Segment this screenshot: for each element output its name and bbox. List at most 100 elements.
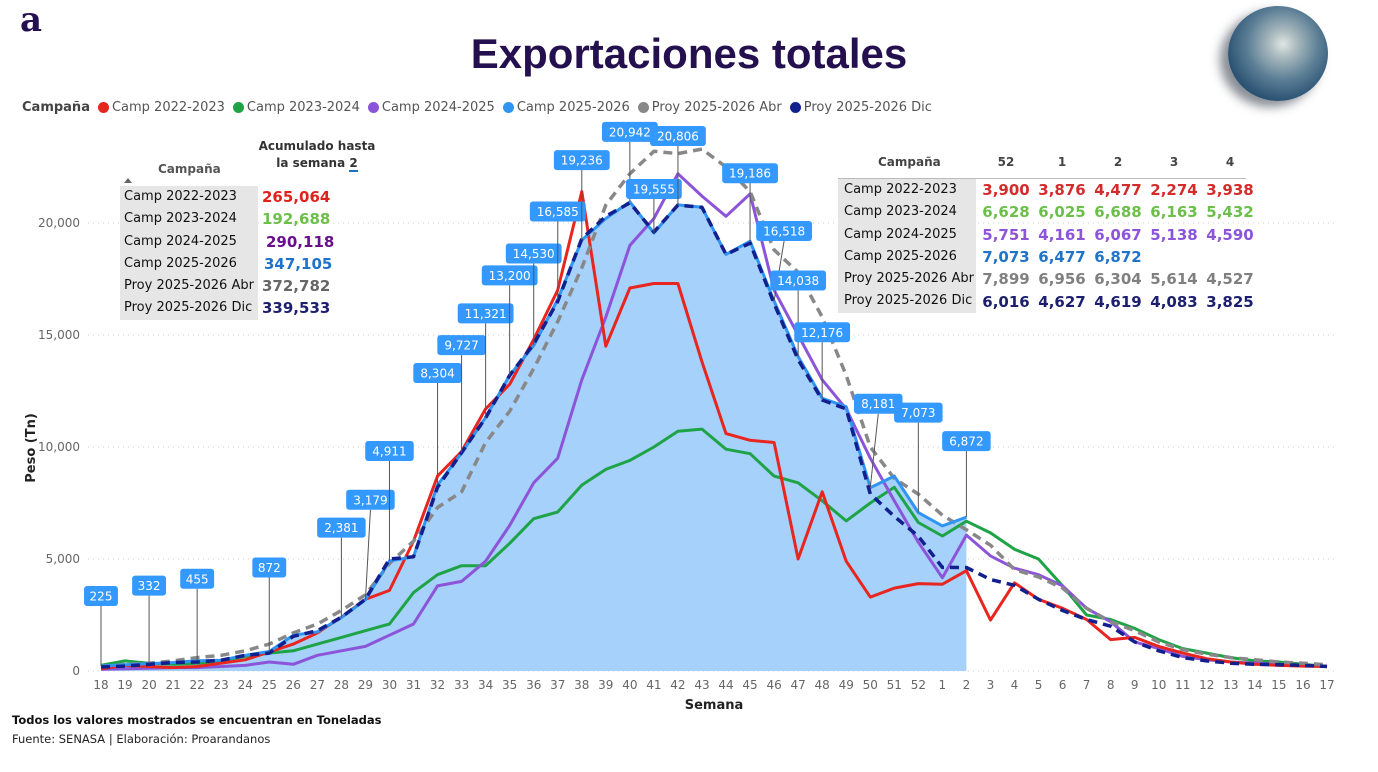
table-cell-value: 339,533 — [262, 299, 331, 318]
x-axis-ticks: 18 19 20 21 22 23 24 25 26 27 28 29 30 31 32 33 34 35 36 37… — [93, 678, 1334, 692]
week-selector[interactable]: 2 — [349, 156, 358, 172]
x-tick-label: 34 — [478, 678, 493, 692]
table-row-label: Camp 2024-2025 — [124, 233, 237, 249]
series-line-camp-2022-2023 — [100, 190, 1328, 671]
legend-item-camp-2025-2026[interactable]: Camp 2025-2026 — [502, 100, 630, 115]
data-label-box — [365, 440, 414, 461]
x-tick-label: 15 — [1271, 678, 1286, 692]
data-label-box — [894, 402, 943, 423]
table-cell-value: 3,825 — [1206, 292, 1254, 311]
data-label-box — [854, 393, 903, 414]
data-label: 8,181 — [861, 397, 895, 411]
data-label-box — [650, 125, 706, 146]
week-column-header[interactable]: 3 — [1169, 155, 1179, 169]
data-label-box — [794, 322, 851, 343]
source-note: Fuente: SENASA | Elaboración: Proarandan… — [12, 732, 271, 746]
x-tick-label: 38 — [574, 678, 589, 692]
x-tick-label: 4 — [1011, 678, 1019, 692]
y-axis-title: Peso (Tn) — [24, 413, 39, 483]
table-cell-value: 6,067 — [1094, 225, 1142, 244]
table-cell-value: 5,751 — [982, 225, 1030, 244]
accumulated-col-header[interactable]: Campaña — [158, 162, 221, 176]
y-axis-ticks: 0 5,000 10,000 15,000 20,000 — [38, 216, 80, 678]
x-tick-label: 18 — [93, 678, 108, 692]
data-label: 3,179 — [353, 493, 387, 507]
y-tick-label: 15,000 — [38, 328, 80, 342]
legend-item-camp-2022-2023[interactable]: Camp 2022-2023 — [97, 100, 225, 115]
legend-dot-icon — [97, 102, 109, 113]
data-label-leader — [364, 509, 371, 600]
table-cell-value: 6,163 — [1150, 203, 1198, 222]
data-label-box — [722, 163, 778, 184]
chart-legend: Campaña Camp 2022-2023 Camp 2023-2024 Ca… — [22, 100, 940, 115]
table-row-label: Camp 2025-2026 — [844, 248, 957, 264]
week-column-header[interactable]: 2 — [1113, 155, 1123, 169]
data-label-box — [132, 575, 167, 596]
x-tick-label: 8 — [1107, 678, 1115, 692]
x-tick-label: 49 — [839, 678, 854, 692]
x-tick-label: 44 — [718, 678, 733, 692]
sort-ascending-icon[interactable] — [124, 178, 132, 183]
data-label-box — [770, 270, 827, 291]
x-tick-label: 31 — [406, 678, 421, 692]
data-label: 872 — [258, 561, 281, 575]
x-tick-label: 45 — [742, 678, 757, 692]
weekly-col-header[interactable]: Campaña — [878, 155, 941, 169]
table-cell-value: 5,138 — [1150, 225, 1198, 244]
x-tick-label: 6 — [1059, 678, 1067, 692]
x-tick-label: 9 — [1131, 678, 1139, 692]
data-label-box — [481, 265, 538, 286]
legend-item-proy-abr[interactable]: Proy 2025-2026 Abr — [637, 100, 782, 115]
table-cell-value: 5,432 — [1206, 203, 1254, 222]
y-tick-label: 10,000 — [38, 440, 80, 454]
x-tick-label: 33 — [454, 678, 469, 692]
legend-dot-icon — [637, 102, 649, 113]
data-label: 6,872 — [949, 435, 983, 449]
data-label: 4,911 — [372, 444, 406, 458]
table-row-label: Camp 2024-2025 — [844, 226, 957, 242]
x-tick-label: 27 — [310, 678, 325, 692]
week-column-header[interactable]: 4 — [1225, 155, 1235, 169]
area-layer — [101, 201, 967, 671]
table-cell-value: 3,938 — [1206, 181, 1254, 199]
x-tick-label: 12 — [1199, 678, 1214, 692]
x-tick-label: 17 — [1319, 678, 1334, 692]
x-tick-label: 42 — [670, 678, 685, 692]
table-cell-value: 4,161 — [1038, 225, 1086, 244]
legend-item-proy-dic[interactable]: Proy 2025-2026 Dic — [789, 100, 932, 115]
data-label-box — [505, 243, 562, 264]
data-label-box — [413, 362, 462, 383]
data-label: 19,236 — [561, 154, 603, 168]
data-label-box — [252, 557, 287, 578]
data-label: 16,518 — [763, 224, 805, 238]
x-tick-label: 46 — [766, 678, 781, 692]
legend-label: Camp 2022-2023 — [111, 100, 225, 115]
x-tick-label: 3 — [987, 678, 995, 692]
x-tick-label: 2 — [963, 678, 971, 692]
week-column-header[interactable]: 1 — [1057, 155, 1067, 169]
accumulated-header: Acumulado hasta la semana 2 — [252, 138, 382, 172]
table-cell-value: 265,064 — [262, 188, 331, 206]
data-label: 332 — [138, 579, 161, 593]
table-cell-value: 6,872 — [1094, 247, 1142, 266]
legend-label: Proy 2025-2026 Abr — [651, 100, 782, 115]
legend-dot-icon — [502, 102, 514, 113]
week-column-header[interactable]: 52 — [997, 155, 1015, 169]
data-label: 14,530 — [513, 247, 555, 261]
legend-item-camp-2023-2024[interactable]: Camp 2023-2024 — [232, 100, 360, 115]
data-label-box — [437, 335, 486, 356]
table-row-label: Camp 2023-2024 — [124, 211, 237, 227]
table-cell-value: 6,025 — [1038, 203, 1086, 222]
data-label: 16,585 — [537, 205, 579, 219]
legend-label: Camp 2024-2025 — [381, 100, 495, 115]
table-row-label: Proy 2025-2026 Dic — [124, 300, 253, 316]
table-cell-value: 2,274 — [1150, 181, 1198, 199]
x-tick-label: 52 — [911, 678, 926, 692]
data-label: 2,381 — [324, 521, 358, 535]
weekly-names: Camp 2022-2023 Camp 2023-2024 Camp 2024-… — [838, 179, 976, 313]
accumulated-header-line1: Acumulado hasta — [258, 139, 376, 153]
table-cell-value: 4,477 — [1094, 181, 1142, 199]
legend-item-camp-2024-2025[interactable]: Camp 2024-2025 — [367, 100, 495, 115]
table-cell-value: 290,118 — [266, 232, 335, 251]
